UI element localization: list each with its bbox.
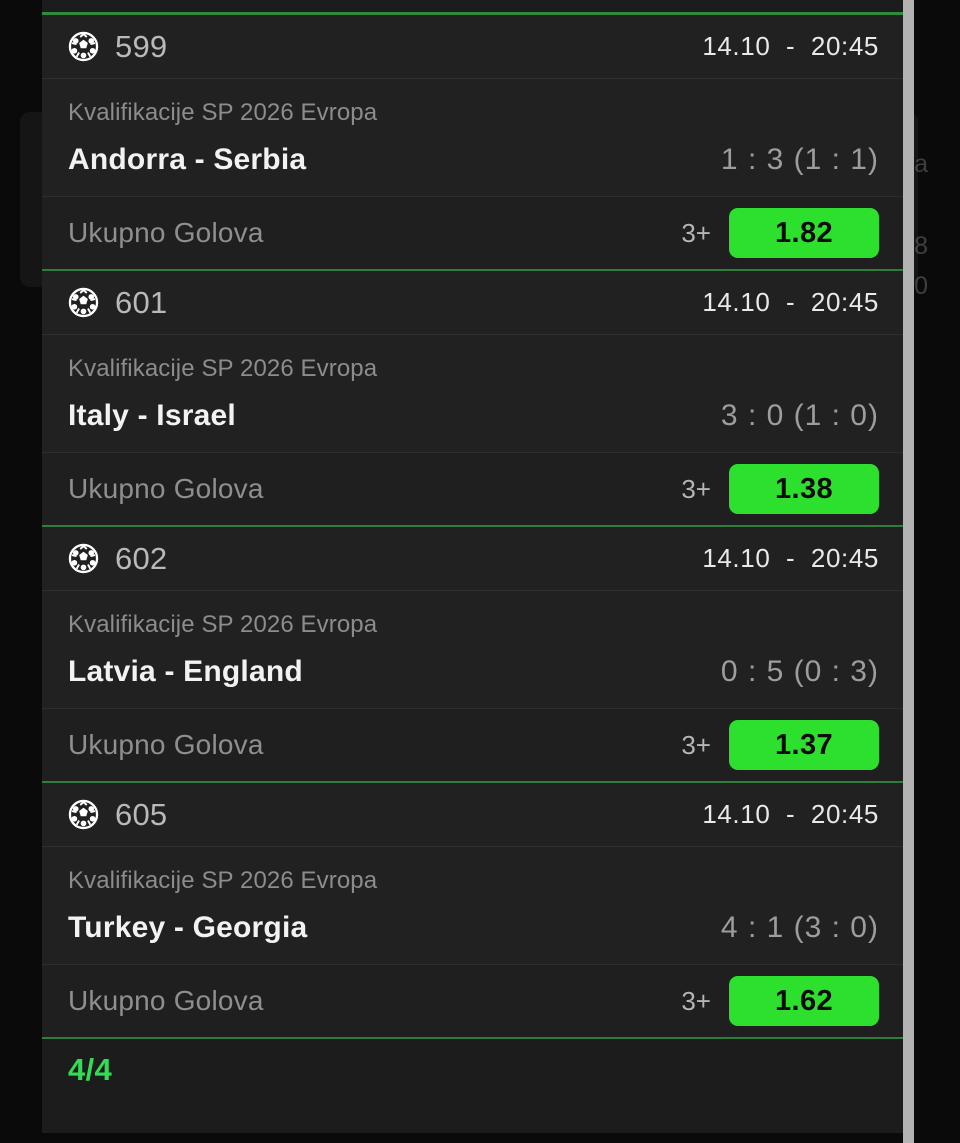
soccer-ball-icon: [68, 543, 99, 574]
background-ghost-text-0: a: [914, 150, 928, 178]
match-id: 599: [115, 28, 168, 64]
match-datetime: 14.10 - 20:45: [702, 287, 879, 317]
bet-handicap: 3+: [681, 217, 711, 248]
bet-selection-row[interactable]: Ukupno Golova 3+ 1.37: [42, 709, 905, 781]
bet-selection-row[interactable]: Ukupno Golova 3+ 1.38: [42, 453, 905, 525]
league-name: Kvalifikacije SP 2026 Evropa: [68, 98, 378, 126]
league-name: Kvalifikacije SP 2026 Evropa: [68, 354, 378, 382]
team-names: Latvia - England: [68, 654, 303, 688]
match-score: 3 : 0 (1 : 0): [720, 398, 879, 432]
match-separator: [42, 1037, 905, 1039]
market-name: Ukupno Golova: [68, 985, 264, 1016]
league-name: Kvalifikacije SP 2026 Evropa: [68, 866, 378, 894]
match-datetime: 14.10 - 20:45: [702, 31, 879, 61]
scrollbar-thumb[interactable]: [903, 0, 914, 1143]
bet-right-group: 3+ 1.38: [681, 464, 879, 514]
bet-right-group: 3+ 1.62: [681, 976, 879, 1026]
top-separator: [42, 12, 905, 15]
team-names: Andorra - Serbia: [68, 142, 307, 176]
soccer-ball-icon: [68, 31, 99, 62]
odds-button[interactable]: 1.82: [729, 208, 879, 258]
match-score: 0 : 5 (0 : 3): [720, 654, 879, 688]
bet-right-group: 3+ 1.82: [681, 208, 879, 258]
match-block[interactable]: 605 14.10 - 20:45 Kvalifikacije SP 2026 Ev…: [42, 783, 905, 1039]
match-header-left: 605: [68, 797, 167, 833]
match-score: 1 : 3 (1 : 1): [720, 142, 879, 176]
bet-selection-row[interactable]: Ukupno Golova 3+ 1.62: [42, 965, 905, 1037]
teams-score-line: Italy - Israel 3 : 0 (1 : 0): [68, 399, 879, 433]
odds-button[interactable]: 1.38: [729, 464, 879, 514]
match-block[interactable]: 599 14.10 - 20:45 Kvalifikacije SP 2026 Ev…: [42, 15, 905, 271]
teams-score-line: Latvia - England 0 : 5 (0 : 3): [68, 655, 879, 689]
soccer-ball-icon: [68, 799, 99, 830]
background-ghost-text-1: 8: [914, 232, 928, 260]
match-separator: [42, 525, 905, 527]
match-header-left: 599: [68, 29, 167, 65]
match-id: 605: [115, 796, 168, 832]
odds-button[interactable]: 1.62: [729, 976, 879, 1026]
match-separator: [42, 781, 905, 783]
match-id: 601: [115, 284, 168, 320]
market-name: Ukupno Golova: [68, 217, 264, 248]
bet-slip-sheet[interactable]: 599 14.10 - 20:45 Kvalifikacije SP 2026 Ev…: [42, 0, 905, 1133]
match-header-left: 602: [68, 541, 167, 577]
match-header-row[interactable]: 599 14.10 - 20:45: [42, 15, 905, 79]
bet-right-group: 3+ 1.37: [681, 720, 879, 770]
match-block[interactable]: 601 14.10 - 20:45 Kvalifikacije SP 2026 Ev…: [42, 271, 905, 527]
odds-button[interactable]: 1.37: [729, 720, 879, 770]
soccer-ball-icon: [68, 287, 99, 318]
market-name: Ukupno Golova: [68, 729, 264, 760]
bet-handicap: 3+: [681, 729, 711, 760]
match-info-row[interactable]: Kvalifikacije SP 2026 Evropa Italy - Isra…: [42, 335, 905, 453]
match-datetime: 14.10 - 20:45: [702, 543, 879, 573]
match-block[interactable]: 602 14.10 - 20:45 Kvalifikacije SP 2026 Ev…: [42, 527, 905, 783]
match-header-left: 601: [68, 285, 167, 321]
background-ghost-text-2: 0: [914, 272, 928, 300]
match-info-row[interactable]: Kvalifikacije SP 2026 Evropa Turkey - Geo…: [42, 847, 905, 965]
selection-count: 4/4: [68, 1052, 112, 1087]
teams-score-line: Andorra - Serbia 1 : 3 (1 : 1): [68, 143, 879, 177]
match-list: 599 14.10 - 20:45 Kvalifikacije SP 2026 Ev…: [42, 15, 905, 1101]
match-score: 4 : 1 (3 : 0): [720, 910, 879, 944]
match-header-row[interactable]: 601 14.10 - 20:45: [42, 271, 905, 335]
match-info-row[interactable]: Kvalifikacije SP 2026 Evropa Andorra - Se…: [42, 79, 905, 197]
match-info-row[interactable]: Kvalifikacije SP 2026 Evropa Latvia - Eng…: [42, 591, 905, 709]
match-header-row[interactable]: 602 14.10 - 20:45: [42, 527, 905, 591]
teams-score-line: Turkey - Georgia 4 : 1 (3 : 0): [68, 911, 879, 945]
match-datetime: 14.10 - 20:45: [702, 799, 879, 829]
slip-footer: 4/4: [42, 1039, 905, 1101]
bet-selection-row[interactable]: Ukupno Golova 3+ 1.82: [42, 197, 905, 269]
match-id: 602: [115, 540, 168, 576]
bet-handicap: 3+: [681, 985, 711, 1016]
league-name: Kvalifikacije SP 2026 Evropa: [68, 610, 378, 638]
team-names: Italy - Israel: [68, 398, 236, 432]
match-separator: [42, 269, 905, 271]
match-header-row[interactable]: 605 14.10 - 20:45: [42, 783, 905, 847]
scrollbar[interactable]: [903, 0, 914, 1143]
bet-handicap: 3+: [681, 473, 711, 504]
team-names: Turkey - Georgia: [68, 910, 308, 944]
market-name: Ukupno Golova: [68, 473, 264, 504]
